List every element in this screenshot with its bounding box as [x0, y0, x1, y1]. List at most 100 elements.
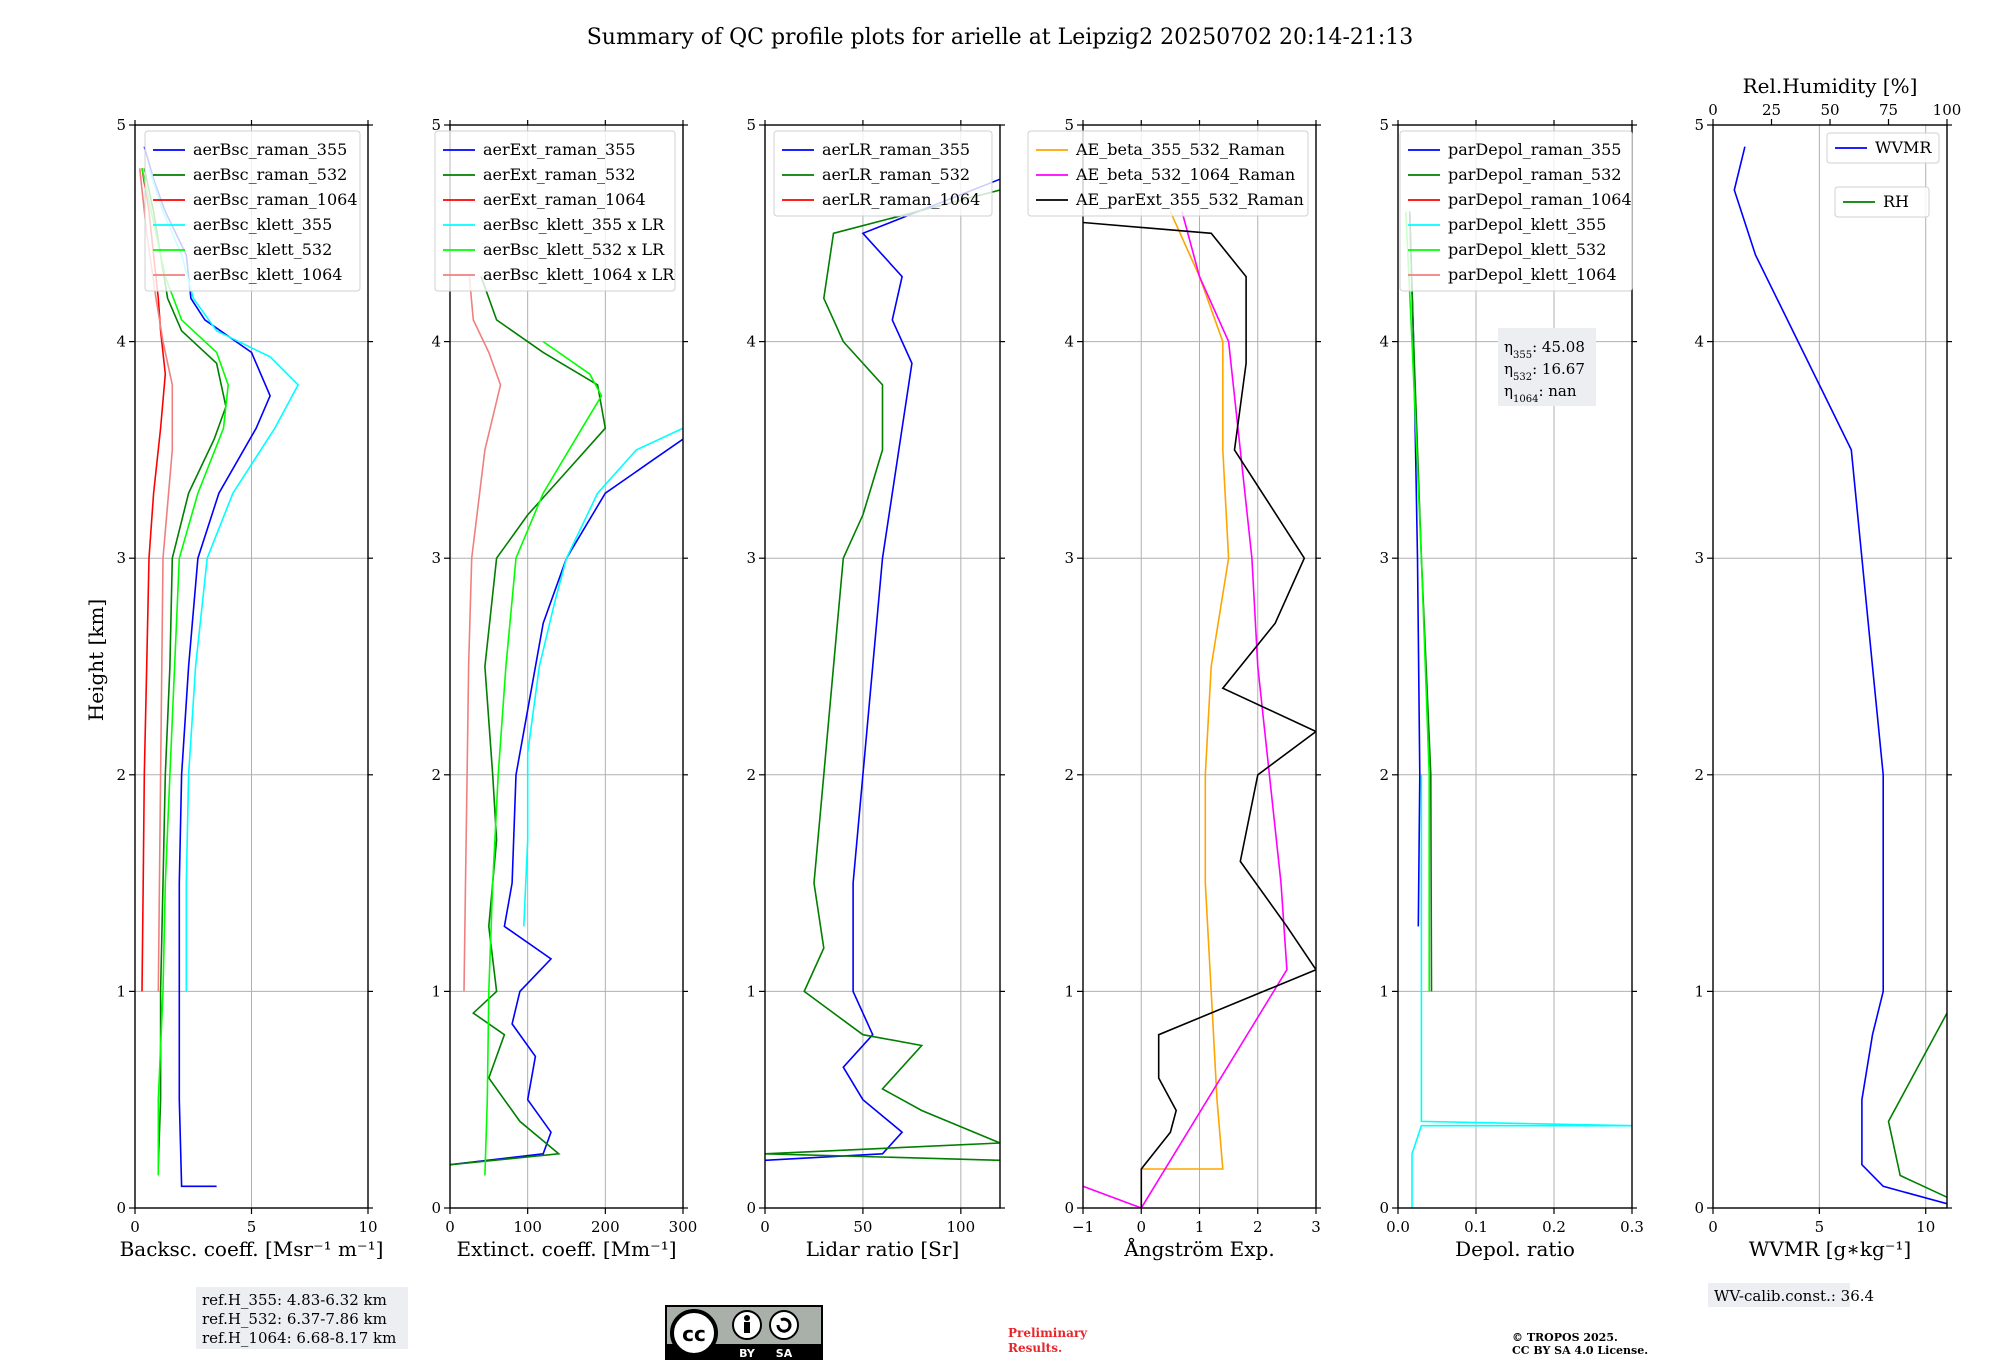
y-tick-label: 5	[116, 116, 126, 134]
y-tick-label: 0	[1064, 1199, 1074, 1217]
x-axis-label-bsc: Backsc. coeff. [Msr⁻¹ m⁻¹]	[120, 1237, 384, 1261]
x-tick-label: 0.3	[1620, 1218, 1644, 1236]
y-axis-label: Height [km]	[84, 599, 108, 721]
y-tick-label: 1	[116, 982, 126, 1000]
legend-label: aerLR_raman_1064	[822, 190, 980, 209]
preliminary-note-2: Results.	[1008, 1341, 1062, 1355]
y-tick-label: 2	[1379, 766, 1389, 784]
y-tick-label: 0	[1379, 1199, 1389, 1217]
x-tick-label: 0	[1136, 1218, 1146, 1236]
axes-frame	[1712, 124, 1948, 1209]
legend-label: aerExt_raman_1064	[483, 190, 646, 209]
svg-text:cc: cc	[682, 1322, 706, 1346]
x-tick-label: 0.1	[1464, 1218, 1488, 1236]
y-tick-label: 0	[431, 1199, 441, 1217]
legend-rh: RH	[1834, 186, 1930, 218]
y-tick-label: 3	[746, 549, 756, 567]
series-line-RH	[1887, 1012, 1947, 1198]
y-tick-label: 1	[746, 982, 756, 1000]
y-tick-label: 0	[1694, 1199, 1704, 1217]
series-line-WVMR	[1733, 146, 1947, 1205]
x-tick-label: 10	[1916, 1218, 1935, 1236]
legend-label: RH	[1883, 192, 1909, 211]
legend-label: parDepol_raman_1064	[1448, 190, 1632, 209]
series-line-aerBsc_raman_1064	[141, 168, 167, 992]
legend-label: parDepol_raman_532	[1448, 165, 1621, 184]
y-tick-label: 2	[116, 766, 126, 784]
series-line-AE_beta_532_1064_Raman	[1083, 211, 1288, 1208]
svg-text:η532: 16.67: η532: 16.67	[1504, 360, 1585, 383]
legend-label: parDepol_klett_355	[1448, 215, 1606, 234]
y-tick-label: 4	[1064, 333, 1074, 351]
x2-tick-label: 50	[1820, 101, 1839, 119]
x-tick-label: 0	[445, 1218, 455, 1236]
y-tick-label: 4	[431, 333, 441, 351]
figure-title: Summary of QC profile plots for arielle …	[587, 25, 1414, 50]
y-tick-label: 3	[116, 549, 126, 567]
svg-text:ref.H_355: 4.83-6.32 km: ref.H_355: 4.83-6.32 km	[202, 1291, 387, 1309]
legend-label: parDepol_raman_355	[1448, 140, 1621, 159]
legend-ae: AE_beta_355_532_Raman AE_beta_532_1064_Ra…	[1027, 130, 1309, 217]
legend-label: aerExt_raman_355	[483, 140, 636, 159]
x-tick-label: 0	[760, 1218, 770, 1236]
svg-text:BY: BY	[739, 1347, 756, 1360]
y-tick-label: 4	[116, 333, 126, 351]
axes-frame	[764, 124, 1001, 1209]
series-line-aerBsc_klett_532 x LR	[484, 340, 603, 1176]
x2-tick-label: 0	[1708, 101, 1718, 119]
legend-label: aerLR_raman_532	[822, 165, 970, 184]
y-tick-label: 0	[746, 1199, 756, 1217]
y-tick-label: 5	[746, 116, 756, 134]
legend-ext: aerExt_raman_355 aerExt_raman_532 aerExt_r…	[434, 130, 676, 292]
legend-depol: parDepol_raman_355 parDepol_raman_532 parD…	[1399, 130, 1633, 292]
x-tick-label: 200	[591, 1218, 620, 1236]
eta-box: η355: 45.08 η532: 16.67 η1064: nan	[1498, 328, 1596, 406]
legend-bsc: aerBsc_raman_355 aerBsc_raman_532 aerBsc_r…	[144, 130, 361, 292]
copyright-line-2: CC BY SA 4.0 License.	[1512, 1344, 1648, 1357]
y-tick-label: 4	[746, 333, 756, 351]
series-line-aerLR_raman_355	[765, 178, 1000, 1162]
legend-lr: aerLR_raman_355 aerLR_raman_532 aerLR_rama…	[773, 130, 993, 217]
x-axis-label-depol: Depol. ratio	[1455, 1237, 1575, 1261]
series-line-aerBsc_klett_1064 x LR	[463, 276, 502, 992]
x-tick-label: 1	[1195, 1218, 1205, 1236]
series-line-parDepol_klett_355	[1411, 774, 1632, 1208]
legend-label: parDepol_klett_532	[1448, 240, 1606, 259]
cc-by-sa-icon: cc BY SA	[665, 1305, 823, 1360]
legend-label: aerBsc_klett_1064 x LR	[483, 265, 675, 284]
axes-frame	[449, 124, 684, 1209]
series-line-parDepol_klett_532	[1405, 211, 1430, 992]
x2-tick-label: 25	[1762, 101, 1781, 119]
x-tick-label: 0	[1708, 1218, 1718, 1236]
x-tick-label: −1	[1072, 1218, 1094, 1236]
x-tick-label: 300	[669, 1218, 698, 1236]
legend-label: aerBsc_raman_1064	[193, 190, 358, 209]
x-tick-label: 0.0	[1386, 1218, 1410, 1236]
legend-label: parDepol_klett_1064	[1448, 265, 1617, 284]
series-line-AE_beta_355_532_Raman	[1141, 211, 1230, 1170]
legend-wvmr: WVMR	[1826, 132, 1940, 164]
y-tick-label: 3	[1694, 549, 1704, 567]
y-tick-label: 2	[431, 766, 441, 784]
legend-label: aerBsc_raman_532	[193, 165, 347, 184]
legend-label: aerExt_raman_532	[483, 165, 636, 184]
series-line-aerBsc_klett_532	[141, 168, 230, 1176]
y-tick-label: 2	[746, 766, 756, 784]
y-tick-label: 1	[1694, 982, 1704, 1000]
y-tick-label: 5	[1379, 116, 1389, 134]
y-tick-label: 4	[1379, 333, 1389, 351]
legend-label: AE_beta_532_1064_Raman	[1075, 165, 1295, 184]
series-line-aerBsc_raman_532	[143, 168, 227, 1165]
x-tick-label: 5	[247, 1218, 257, 1236]
y-tick-label: 4	[1694, 333, 1704, 351]
series-line-aerLR_raman_532	[765, 189, 1000, 1162]
legend-label: aerBsc_klett_532 x LR	[483, 240, 665, 259]
panel-depol: 0.0 0.1 0.2 0.3 0 1 2 3 4 5 Depol. ratio parDepol_r…	[1379, 116, 1643, 1261]
svg-text:WV-calib.const.: 36.4: WV-calib.const.: 36.4	[1714, 1287, 1874, 1305]
panel-lr: 0 50 100 0 1 2 3 4 5 Lidar ratio [Sr] aerLR_raman_…	[746, 116, 1005, 1261]
y-tick-label: 3	[431, 549, 441, 567]
legend-label: aerBsc_klett_355 x LR	[483, 215, 665, 234]
series-line-aerExt_raman_355	[450, 438, 683, 1166]
legend-label: aerBsc_klett_532	[193, 240, 332, 259]
